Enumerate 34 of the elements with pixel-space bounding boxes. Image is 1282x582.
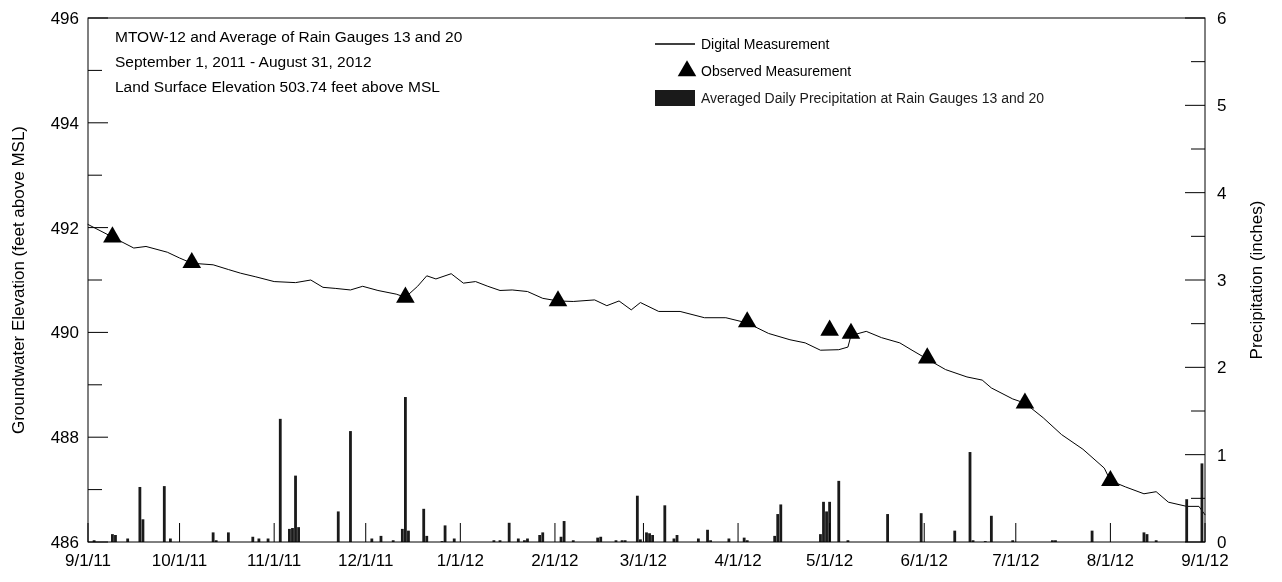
x-tick-label: 1/1/12 [436, 551, 484, 570]
x-tick-label: 2/1/12 [531, 551, 579, 570]
x-tick-label: 4/1/12 [714, 551, 762, 570]
x-tick-label: 6/1/12 [900, 551, 948, 570]
y-tick-label: 492 [50, 218, 79, 238]
x-tick-label: 9/1/12 [1181, 551, 1229, 570]
y2-tick-label: 3 [1217, 270, 1227, 290]
x-tick-label: 7/1/12 [992, 551, 1040, 570]
legend-label: Averaged Daily Precipitation at Rain Gauges 13 and 20 [701, 89, 1045, 106]
y-tick-label: 488 [50, 428, 79, 448]
y2-tick-label: 4 [1217, 183, 1227, 203]
text: MTOW-12 and Average of Rain Gauges 13 and 20 [115, 28, 463, 45]
x-tick-label: 12/1/11 [337, 551, 394, 570]
x-tick-label: 8/1/12 [1086, 551, 1135, 570]
text: September 1, 2011 - August 31, 2012 [115, 53, 372, 70]
legend-label: Digital Measurement [701, 35, 830, 52]
y-tick-label: 494 [50, 113, 79, 133]
x-tick-label: 11/1/11 [247, 551, 302, 570]
y-tick-label: 486 [50, 532, 79, 552]
x-tick-label: 3/1/12 [619, 551, 668, 570]
y2-tick-label: 2 [1217, 358, 1227, 378]
annotation: Land Surface Elevation 503.74 feet above MSL [115, 78, 441, 95]
y-axis-title: Groundwater Elevation (feet above MSL) [9, 125, 28, 435]
legend-label: Observed Measurement [701, 62, 852, 79]
y2-tick-label: 5 [1217, 96, 1227, 116]
y2-axis-title: Precipitation (inches) [1247, 200, 1266, 360]
y-tick-label: 490 [50, 323, 79, 343]
x-tick-label: 9/1/11 [64, 551, 112, 570]
y-tick-label: 496 [50, 8, 79, 28]
x-tick-label: 5/1/12 [805, 551, 854, 570]
y2-tick-label: 0 [1217, 532, 1227, 552]
y2-tick-label: 1 [1217, 445, 1227, 465]
y2-tick-label: 6 [1217, 8, 1227, 28]
x-tick-label: 10/1/11 [151, 551, 208, 570]
